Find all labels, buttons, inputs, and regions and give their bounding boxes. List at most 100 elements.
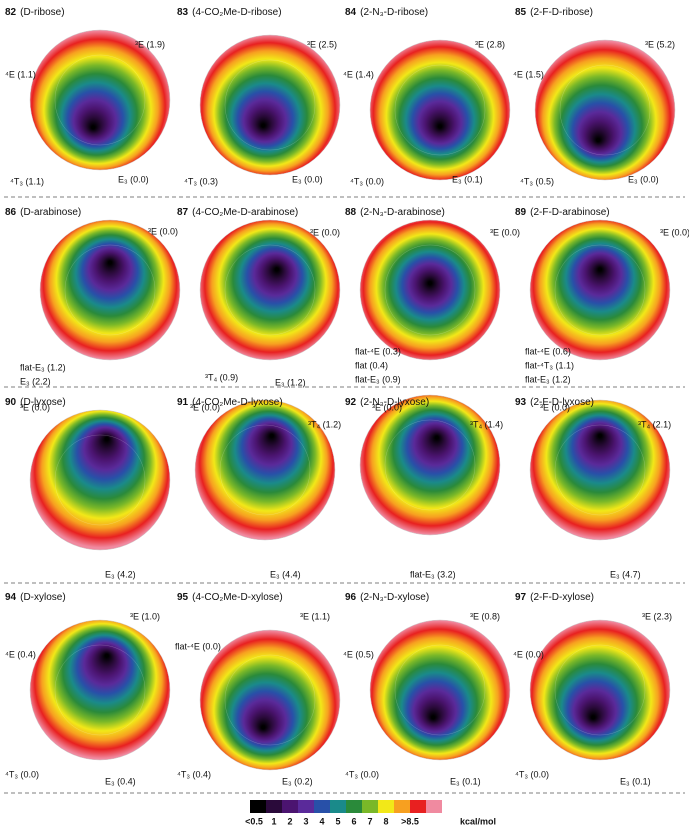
panel-number: 87: [177, 207, 189, 218]
colorbar-swatch: [298, 800, 314, 813]
energy-map: [29, 409, 171, 551]
panel-title: 97 (2-F-D-xylose): [515, 592, 594, 603]
energy-map: [199, 219, 341, 361]
colorbar: <0.5 1 2 3 4 5 6 7 8 >8.5 kcal/mol: [245, 800, 496, 826]
energy-map: [359, 219, 501, 361]
conformer-label: ⁴E (1.4): [343, 69, 374, 79]
energy-map: [529, 399, 671, 541]
panel-name: (D-arabinose): [20, 207, 81, 218]
panel: 91 (4-CO₂Me-D-lyxose)³E (0.0) ³T₄ (1.2) E₃ …: [177, 397, 341, 580]
energy-map: [369, 619, 511, 761]
energy-map: [199, 629, 341, 771]
panel: 96 (2-N₃-D-xylose) ³E (0.8) ⁴E (0.5) ⁴T₃ (0.…: [343, 592, 511, 786]
panel: 84 (2-N₃-D-ribose) ³E (2.8) ⁴E (1.4) ⁴T₃ (0.…: [343, 7, 511, 186]
energy-map: [369, 39, 511, 181]
conformer-label: E₃ (1.2): [275, 377, 306, 387]
energy-map: [529, 619, 671, 761]
conformer-label: E₃ (4.2): [105, 569, 136, 579]
conformer-label: ³E (0.0): [660, 227, 689, 237]
panel: 90 (D-lyxose)³E (0.0) E₃ (4.2): [5, 397, 171, 579]
colorbar-unit: kcal/mol: [460, 816, 496, 826]
colorbar-label: 7: [367, 816, 372, 826]
panel-title: 82 (D-ribose): [5, 7, 65, 18]
colorbar-swatch: [426, 800, 442, 813]
panel-number: 97: [515, 592, 527, 603]
conformer-label: flat (0.4): [355, 360, 388, 370]
panel-title: 90 (D-lyxose): [5, 397, 66, 408]
conformer-label: E₃ (0.0): [292, 174, 323, 184]
conformer-label: ⁴E (0.5): [343, 649, 374, 659]
panel-title: 89 (2-F-D-arabinose): [515, 207, 610, 218]
conformer-label: ⁴T₃ (0.5): [520, 176, 554, 186]
conformer-label: ⁴T₃ (0.0): [515, 769, 549, 779]
panel-name: (4-CO₂Me-D-lyxose): [192, 397, 283, 408]
panel-number: 86: [5, 207, 17, 218]
conformer-label: E₃ (0.1): [450, 776, 481, 786]
panel: 89 (2-F-D-arabinose) ³E (0.0) flat-⁴E (0.6)…: [515, 207, 689, 385]
conformer-label: ³T₄ (1.4): [470, 419, 503, 429]
panel: 95 (4-CO₂Me-D-xylose) ³E (1.1) flat-⁴E (0.0…: [175, 592, 341, 786]
polar-grid: [554, 244, 646, 336]
polar-grid: [54, 644, 146, 736]
panel-name: (2-N₃-D-ribose): [360, 7, 428, 18]
panel-name: (4-CO₂Me-D-ribose): [192, 7, 281, 18]
panel-name: (2-F-D-xylose): [530, 592, 594, 603]
colorbar-label: >8.5: [401, 816, 419, 826]
conformer-label: ³E (1.0): [130, 611, 160, 621]
energy-map: [529, 219, 671, 361]
conformer-label: ³T₄ (1.2): [308, 419, 341, 429]
colorbar-label: 4: [319, 816, 324, 826]
separators: [4, 196, 685, 794]
polar-grid: [54, 434, 146, 526]
polar-grid: [394, 64, 486, 156]
panel-number: 89: [515, 207, 527, 218]
conformer-label: ³T₄ (2.1): [638, 419, 671, 429]
conformer-label: flat-⁴T₃ (1.1): [525, 360, 574, 370]
energy-map: [359, 394, 501, 536]
conformer-label: ³E (2.8): [475, 39, 505, 49]
conformer-label: E₃ (0.2): [282, 776, 313, 786]
colorbar-swatch: [250, 800, 266, 813]
panel-name: (D-lyxose): [20, 397, 66, 408]
energy-map: [39, 219, 181, 361]
conformer-label: ³T₄ (0.9): [205, 372, 238, 382]
panel-number: 93: [515, 397, 527, 408]
panel-name: (2-F-D-arabinose): [530, 207, 609, 218]
panel-number: 91: [177, 397, 189, 408]
conformer-label: ⁴E (0.0): [513, 649, 544, 659]
panel-title: 92 (2-N₃-D-lyxose): [345, 397, 429, 408]
polar-grid: [559, 64, 651, 156]
conformer-label: ⁴T₃ (0.3): [184, 176, 218, 186]
energy-map: [194, 399, 336, 541]
conformer-label: ³E (5.2): [645, 39, 675, 49]
conformer-label: ³E (0.8): [470, 611, 500, 621]
colorbar-swatch: [410, 800, 426, 813]
conformer-label: flat-E₃ (1.2): [20, 362, 66, 372]
conformer-label: ⁴E (1.5): [513, 69, 544, 79]
conformer-label: ³E (0.0): [20, 402, 50, 412]
panel: 86 (D-arabinose) ³E (0.0) flat-E₃ (1.2) E₃ (…: [5, 207, 181, 386]
panel-title: 85 (2-F-D-ribose): [515, 7, 593, 18]
panel-number: 96: [345, 592, 357, 603]
colorbar-label: <0.5: [245, 816, 263, 826]
conformer-label: flat-E₃ (0.9): [355, 374, 401, 384]
panel-title: 87 (4-CO₂Me-D-arabinose): [177, 207, 298, 218]
conformer-label: ³E (0.0): [540, 402, 570, 412]
polar-grid: [64, 244, 156, 336]
conformer-label: ³E (1.9): [135, 39, 165, 49]
panel-number: 84: [345, 7, 357, 18]
conformer-label: flat-E₃ (1.2): [525, 374, 571, 384]
panel: 87 (4-CO₂Me-D-arabinose) ³E (0.0) ³T₄ (0.9)…: [177, 207, 341, 387]
panel: 97 (2-F-D-xylose) ³E (2.3) ⁴E (0.0) ⁴T₃ (0.0…: [513, 592, 672, 787]
panel: 88 (2-N₃-D-arabinose) ³E (0.0) flat-⁴E (0.3…: [345, 207, 520, 385]
polar-grid: [554, 424, 646, 516]
panel-number: 92: [345, 397, 357, 408]
conformer-label: flat-⁴E (0.6): [525, 346, 571, 356]
polar-grid: [554, 644, 646, 736]
panel: 94 (D-xylose) ³E (1.0) ⁴E (0.4) ⁴T₃ (0.0) E₃ …: [5, 592, 171, 786]
panel-title: 93 (2-F-D-lyxose): [515, 397, 594, 408]
panel-name: (2-F-D-ribose): [530, 7, 593, 18]
panel-number: 88: [345, 207, 357, 218]
colorbar-swatch: [314, 800, 330, 813]
conformer-label: E₃ (0.0): [118, 174, 149, 184]
